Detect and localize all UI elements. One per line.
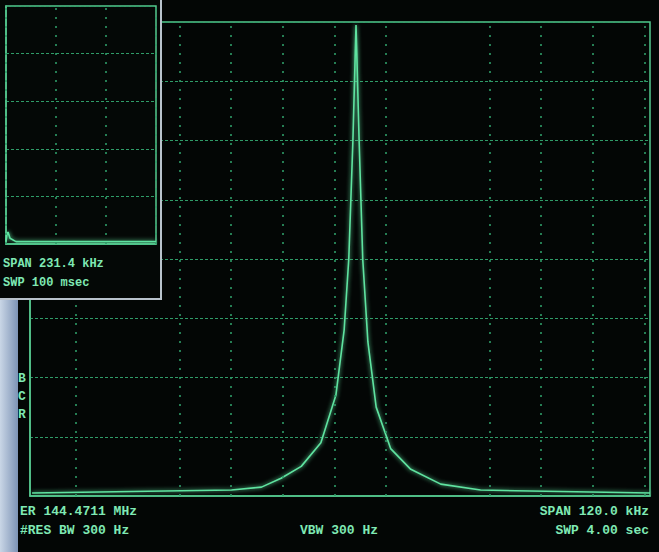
svg-text:ER 144.4711 MHz: ER 144.4711 MHz xyxy=(20,504,137,519)
svg-text:SPAN 231.4 kHz: SPAN 231.4 kHz xyxy=(3,257,104,271)
svg-text:SWP 100 msec: SWP 100 msec xyxy=(3,276,89,290)
svg-text:VBW 300 Hz: VBW 300 Hz xyxy=(300,523,378,538)
svg-text:SPAN 120.0 kHz: SPAN 120.0 kHz xyxy=(540,504,649,519)
svg-text:SWP 4.00 sec: SWP 4.00 sec xyxy=(555,523,649,538)
svg-text:#RES BW 300 Hz: #RES BW 300 Hz xyxy=(20,523,129,538)
svg-text:C: C xyxy=(18,389,26,404)
svg-text:B: B xyxy=(18,371,26,386)
svg-text:R: R xyxy=(18,407,26,422)
